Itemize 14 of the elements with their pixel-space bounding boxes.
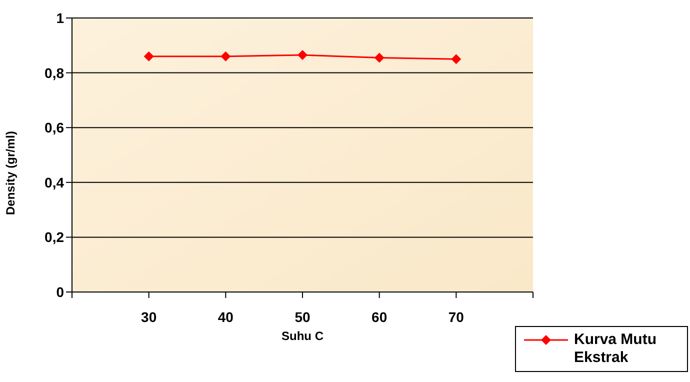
y-tick-label: 0,2 [44, 229, 64, 246]
y-tick-label: 0,8 [44, 64, 64, 81]
x-tick-label: 30 [141, 308, 157, 325]
y-tick-label: 0,4 [44, 174, 64, 190]
y-tick-label: 1 [56, 10, 64, 26]
y-tick-label: 0 [56, 284, 64, 300]
x-tick-label: 60 [372, 308, 388, 325]
legend-label: Kurva Mutu Ekstrak [574, 331, 658, 367]
x-tick-label: 70 [448, 308, 464, 325]
y-axis-title: Density (gr/ml) [3, 130, 18, 215]
x-tick-label: 40 [218, 308, 234, 325]
x-tick-label: 50 [294, 308, 310, 325]
x-axis-title: Suhu C [282, 329, 324, 343]
y-tick-label: 0,6 [44, 120, 64, 136]
